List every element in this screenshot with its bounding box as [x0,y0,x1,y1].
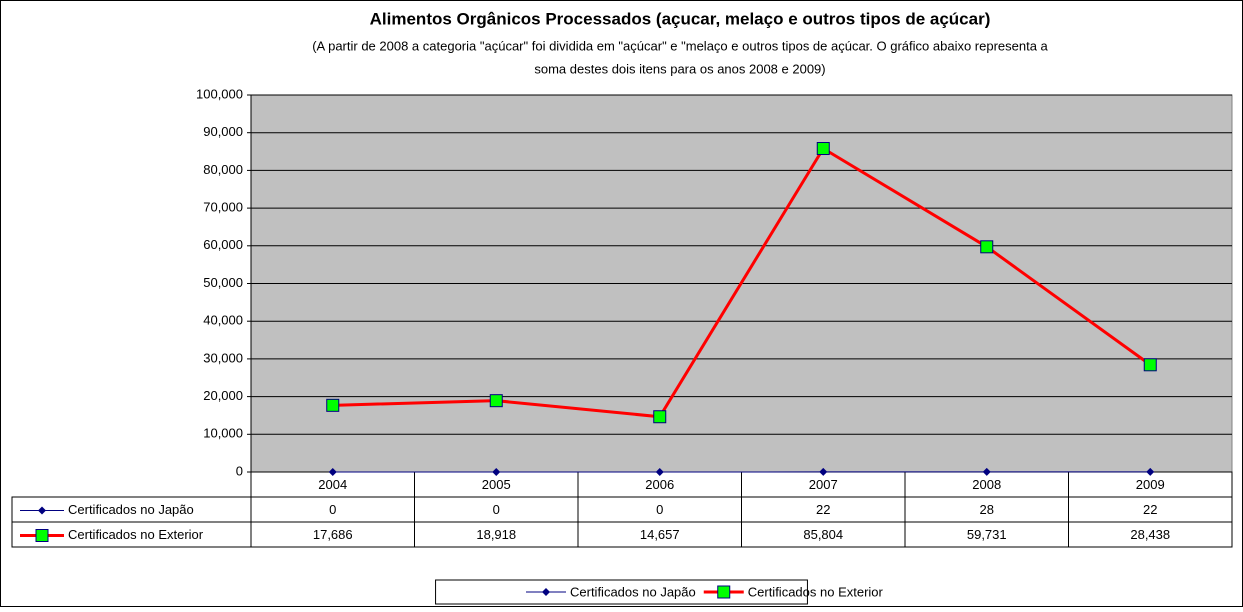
x-tick-label: 2005 [482,477,511,492]
data-table-cell: 0 [493,502,500,517]
data-table-cell: 0 [656,502,663,517]
y-tick-label: 40,000 [203,313,243,328]
y-tick-label: 0 [236,463,243,478]
y-tick-label: 50,000 [203,275,243,290]
data-table-row-label: Certificados no Japão [68,502,194,517]
y-tick-label: 60,000 [203,237,243,252]
legend-label: Certificados no Japão [570,584,696,599]
data-point [327,399,339,411]
data-point [817,143,829,155]
legend-label: Certificados no Exterior [748,584,884,599]
chart-title: Alimentos Orgânicos Processados (açucar,… [370,9,991,28]
x-tick-label: 2007 [809,477,838,492]
data-table-cell: 0 [329,502,336,517]
x-tick-label: 2009 [1136,477,1165,492]
data-table-cell: 28 [980,502,994,517]
data-table-cell: 85,804 [803,527,843,542]
data-point [981,241,993,253]
x-tick-label: 2008 [972,477,1001,492]
data-table-cell: 17,686 [313,527,353,542]
data-point [654,411,666,423]
data-table-row-label: Certificados no Exterior [68,527,204,542]
y-tick-label: 30,000 [203,350,243,365]
data-table-cell: 18,918 [476,527,516,542]
y-tick-label: 90,000 [203,124,243,139]
data-table-cell: 14,657 [640,527,680,542]
data-table-cell: 22 [1143,502,1157,517]
data-table-cell: 59,731 [967,527,1007,542]
chart-subtitle: soma destes dois itens para os anos 2008… [534,61,825,76]
legend-key-marker [36,530,48,542]
data-point [490,395,502,407]
data-table-cell: 22 [816,502,830,517]
y-tick-label: 10,000 [203,426,243,441]
y-tick-label: 100,000 [196,86,243,101]
legend-key-marker [718,586,730,598]
y-tick-label: 20,000 [203,388,243,403]
data-point [1144,359,1156,371]
x-tick-label: 2004 [318,477,347,492]
y-tick-label: 70,000 [203,200,243,215]
chart-subtitle: (A partir de 2008 a categoria "açúcar" f… [312,38,1048,53]
x-tick-label: 2006 [645,477,674,492]
data-table-cell: 28,438 [1130,527,1170,542]
y-tick-label: 80,000 [203,162,243,177]
